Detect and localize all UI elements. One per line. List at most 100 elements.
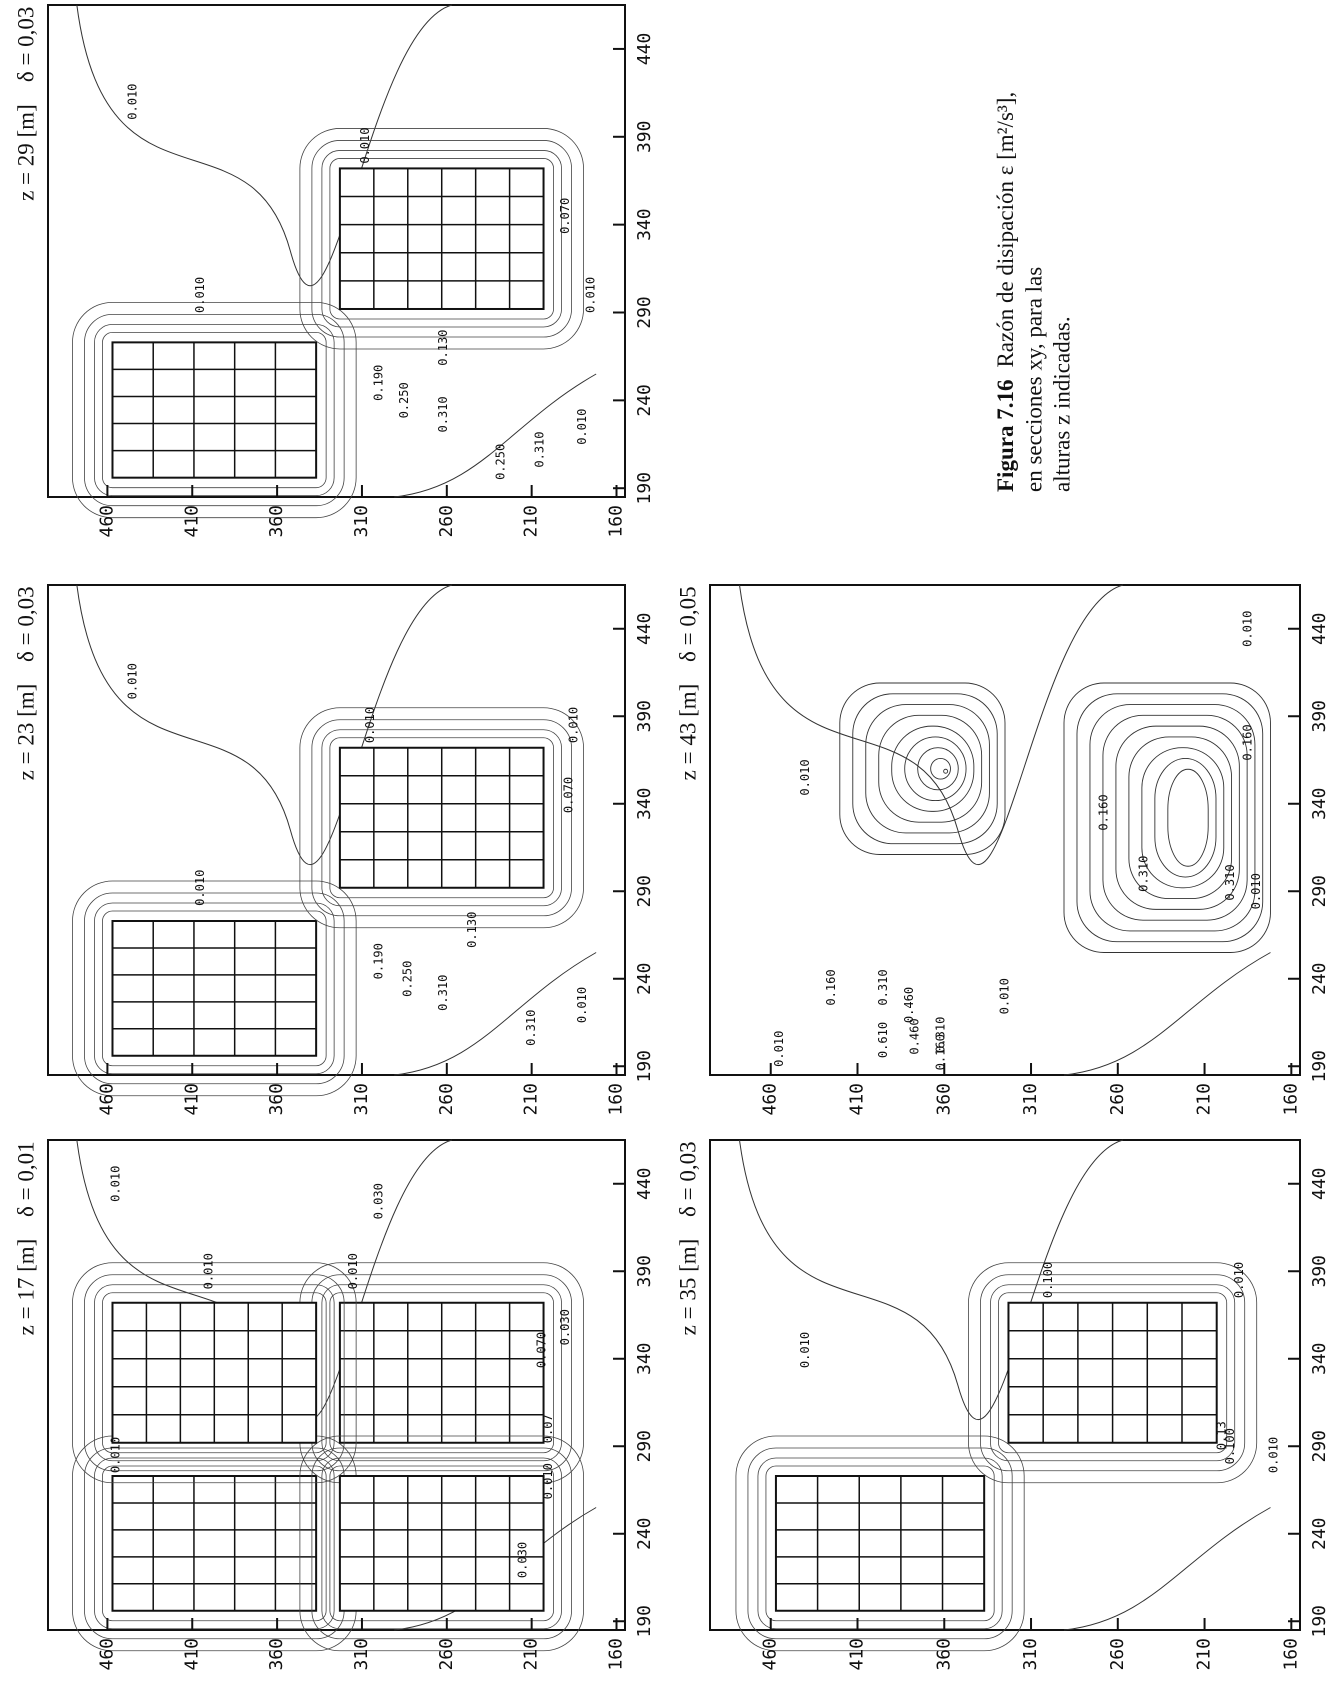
contour-line <box>1115 725 1240 910</box>
contour-line <box>1154 758 1217 878</box>
contour-label: 0.010 <box>1232 1262 1246 1298</box>
x-tick-label: 340 <box>634 208 655 241</box>
x-tick-label: 190 <box>634 472 655 505</box>
panel-height-label: z = 23 [m] <box>13 684 38 781</box>
building <box>774 1475 986 1612</box>
x-tick-label: 190 <box>1309 1605 1330 1638</box>
contour-line <box>102 1465 327 1622</box>
contour-label: 0.010 <box>998 978 1012 1014</box>
x-tick-label: 390 <box>634 121 655 154</box>
y-tick-label: 310 <box>1020 1083 1041 1116</box>
contour-label: 0.13 <box>1214 1421 1228 1450</box>
contour-label: 0.310 <box>436 975 450 1011</box>
contour-line <box>990 1284 1236 1462</box>
panel-delta-label: δ = 0,03 <box>13 586 38 662</box>
y-tick-label: 210 <box>521 1638 542 1671</box>
contour-line <box>891 725 975 812</box>
y-tick-label: 360 <box>266 1638 287 1671</box>
contour-label: 0.310 <box>533 431 547 467</box>
x-tick-label: 340 <box>634 1342 655 1375</box>
building <box>111 920 318 1057</box>
contour-label: 0.460 <box>907 1018 921 1054</box>
contour-panel: 0.010 0.010 0.010 0.130 0.250 0.310 0.190 0.310… <box>13 584 655 1116</box>
contour-line <box>72 301 357 519</box>
contour-label: 0.190 <box>371 365 385 401</box>
contour-label: 0.010 <box>193 870 207 906</box>
contour-line <box>94 1457 335 1630</box>
contour-label: 0.010 <box>358 128 372 164</box>
contour-label: 0.010 <box>346 1253 360 1289</box>
contour-line <box>329 1465 554 1622</box>
contour-line <box>329 1292 554 1454</box>
contour-line <box>1141 747 1225 889</box>
contour-label: 0.310 <box>524 1010 538 1046</box>
contour-label: 0.160 <box>933 1034 947 1070</box>
contour-line <box>1063 952 1271 1076</box>
contour-label: 0.100 <box>1041 1262 1055 1298</box>
contour-label: 0.010 <box>125 84 139 120</box>
contour-line <box>1102 714 1248 921</box>
x-tick-label: 290 <box>1309 1430 1330 1463</box>
y-tick-label: 360 <box>933 1083 954 1116</box>
x-tick-label: 190 <box>634 1050 655 1083</box>
plot-frame <box>709 584 1301 1076</box>
contour-label: 0.010 <box>567 707 581 743</box>
contour-line <box>394 952 597 1076</box>
contour-line <box>865 704 990 834</box>
contour-line <box>311 719 572 917</box>
contour-line <box>1089 704 1256 932</box>
contour-label: 0.010 <box>575 409 589 445</box>
x-tick-label: 390 <box>634 1255 655 1288</box>
y-tick-label: 160 <box>1280 1638 1301 1671</box>
contour-label: 0.250 <box>494 444 508 480</box>
building <box>111 1475 318 1612</box>
contour-label: 0.010 <box>772 1031 786 1067</box>
contour-line <box>72 1262 357 1484</box>
y-tick-label: 460 <box>96 1083 117 1116</box>
y-tick-label: 460 <box>96 505 117 538</box>
y-tick-label: 360 <box>266 505 287 538</box>
contour-line <box>102 331 327 489</box>
contour-label: 0.070 <box>534 1332 548 1368</box>
y-tick-label: 260 <box>436 1083 457 1116</box>
contour-line <box>394 373 597 498</box>
contour-line <box>72 880 357 1097</box>
y-tick-label: 460 <box>760 1083 781 1116</box>
contour-label: 0.010 <box>1240 611 1254 647</box>
y-tick-label: 260 <box>436 1638 457 1671</box>
contour-label: 0.190 <box>371 943 385 979</box>
contour-line <box>84 1274 345 1472</box>
x-tick-label: 190 <box>634 1605 655 1638</box>
contour-line <box>299 128 584 350</box>
y-tick-label: 310 <box>351 1638 372 1671</box>
y-tick-label: 410 <box>847 1083 868 1116</box>
panel-delta-label: δ = 0,05 <box>675 586 700 662</box>
y-tick-label: 210 <box>521 505 542 538</box>
x-tick-label: 340 <box>634 787 655 820</box>
contour-label: 0.310 <box>876 969 890 1005</box>
panel-delta-label: δ = 0,03 <box>13 7 38 83</box>
x-tick-label: 340 <box>1309 1342 1330 1375</box>
contour-line <box>94 323 335 497</box>
contour-label: 0.250 <box>400 961 414 997</box>
contour-line <box>311 1447 572 1640</box>
y-tick-label: 310 <box>351 505 372 538</box>
contour-panel: 0.010 0.010 0.010 0.130 0.250 0.310 0.310 0.250… <box>13 4 655 538</box>
x-tick-label: 390 <box>1309 1255 1330 1288</box>
x-tick-label: 390 <box>1309 700 1330 733</box>
y-tick-label: 410 <box>847 1638 868 1671</box>
panel-delta-label: δ = 0,03 <box>675 1141 700 1217</box>
contour-label: 0.130 <box>436 330 450 366</box>
y-tick-label: 360 <box>266 1083 287 1116</box>
contour-label: 0.610 <box>876 1022 890 1058</box>
y-tick-label: 160 <box>606 1638 627 1671</box>
contour-line <box>329 158 554 320</box>
contour-label: 0.010 <box>575 987 589 1023</box>
panel-height-label: z = 17 [m] <box>13 1239 38 1336</box>
contour-panel: 0.010 0.030 0.010 0.010 0.010 0.030 0.070 0.07 0… <box>13 1139 655 1671</box>
contour-label: 0.310 <box>933 1017 947 1053</box>
contour-line <box>311 140 572 338</box>
x-tick-label: 440 <box>1309 612 1330 645</box>
contour-line <box>1063 682 1271 953</box>
